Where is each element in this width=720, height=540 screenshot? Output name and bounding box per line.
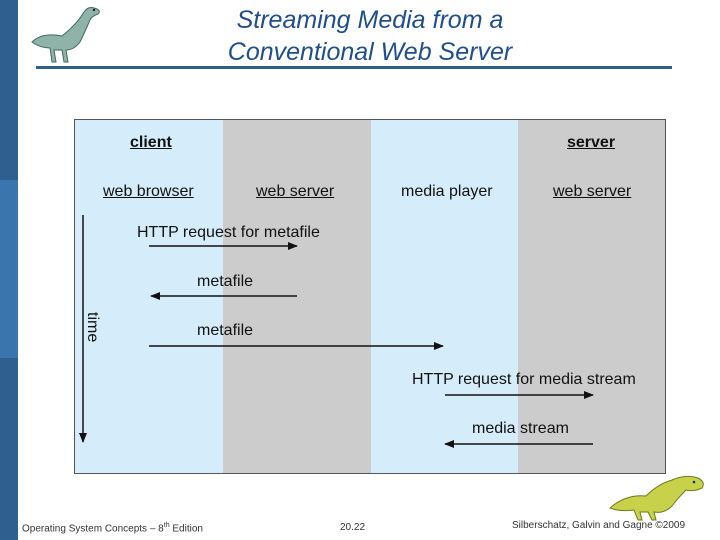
metafile-2-label: metafile (197, 322, 254, 339)
web-browser-label: web browser (103, 183, 194, 200)
footer-copyright: Silberschatz, Galvin and Gagne ©2009 (512, 520, 686, 531)
footer-book-suffix: Edition (169, 523, 203, 535)
web-server-2-label: web server (553, 183, 632, 200)
left-sidebar-bar (0, 0, 18, 540)
footer-book-prefix: Operating System Concepts – 8 (22, 523, 164, 535)
client-label: client (130, 134, 172, 151)
metafile-1-label: metafile (197, 273, 254, 290)
http-request-metafile-label: HTTP request for metafile (137, 224, 320, 241)
title-line-2: Conventional Web Server (227, 38, 513, 66)
column-media-player-bg (371, 120, 518, 473)
media-stream-label: media stream (472, 420, 569, 437)
server-label: server (567, 134, 616, 151)
time-label: time (84, 312, 101, 343)
dinosaur-logo-icon (31, 7, 100, 63)
footer-book-title: Operating System Concepts – 8th Edition (22, 522, 203, 534)
footer-page-number: 20.22 (340, 522, 366, 533)
column-web-server-2-bg (518, 120, 665, 473)
media-player-label: media player (401, 183, 493, 200)
arrows-layer (79, 215, 594, 448)
dinosaur-footer-icon (609, 475, 704, 521)
footer-book-sup: th (163, 522, 170, 529)
title-rule (36, 66, 672, 69)
slide-title: Streaming Media from a Conventional Web … (160, 4, 580, 68)
web-server-1-label: web server (256, 183, 335, 200)
title-line-1: Streaming Media from a (236, 6, 504, 34)
streaming-diagram: client server web browser web server med… (74, 119, 666, 474)
sidebar-highlight (0, 180, 18, 358)
http-request-media-label: HTTP request for media stream (412, 371, 636, 388)
